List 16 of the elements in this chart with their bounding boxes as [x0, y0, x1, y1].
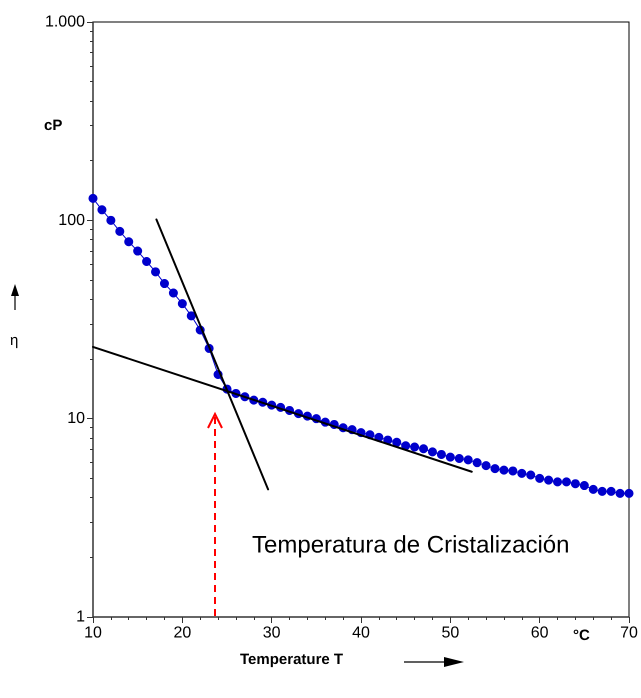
x-tick-label: 60	[530, 624, 549, 642]
y-tick-label: 10	[67, 410, 86, 428]
y-axis-title: η	[10, 332, 18, 349]
x-tick-label: 30	[262, 624, 281, 642]
x-tick-label: 50	[441, 624, 460, 642]
x-tick-label: 20	[173, 624, 192, 642]
x-axis-title: Temperature T	[240, 651, 344, 668]
annotation: Temperatura de Cristalización	[252, 532, 570, 558]
text: cP	[44, 117, 62, 134]
y-tick-label: 1	[76, 608, 86, 626]
text: °C	[573, 627, 590, 644]
x-tick-label: 10	[84, 624, 102, 642]
x-tick-label: 70	[620, 624, 638, 642]
x-tick-label: 40	[352, 624, 370, 642]
y-tick-label: 100	[58, 212, 86, 229]
y-tick-label: 1.000	[44, 14, 86, 30]
